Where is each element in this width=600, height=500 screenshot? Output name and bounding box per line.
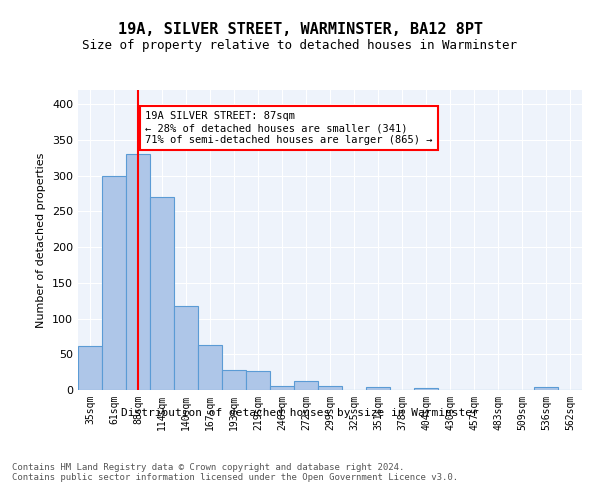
Text: Contains HM Land Registry data © Crown copyright and database right 2024.
Contai: Contains HM Land Registry data © Crown c…	[12, 462, 458, 482]
Bar	[246, 372, 270, 390]
Bar	[222, 370, 246, 390]
Bar	[318, 386, 342, 390]
Bar	[78, 346, 102, 390]
Bar	[270, 386, 294, 390]
Bar	[102, 176, 126, 390]
Bar	[126, 154, 150, 390]
Bar	[198, 345, 222, 390]
Bar	[294, 382, 318, 390]
Bar	[174, 306, 198, 390]
Text: 19A, SILVER STREET, WARMINSTER, BA12 8PT: 19A, SILVER STREET, WARMINSTER, BA12 8PT	[118, 22, 482, 38]
Bar	[150, 197, 174, 390]
Text: 19A SILVER STREET: 87sqm
← 28% of detached houses are smaller (341)
71% of semi-: 19A SILVER STREET: 87sqm ← 28% of detach…	[145, 112, 433, 144]
Y-axis label: Number of detached properties: Number of detached properties	[37, 152, 46, 328]
Text: Distribution of detached houses by size in Warminster: Distribution of detached houses by size …	[121, 408, 479, 418]
Text: Size of property relative to detached houses in Warminster: Size of property relative to detached ho…	[83, 39, 517, 52]
Bar	[366, 387, 390, 390]
Bar	[414, 388, 438, 390]
Bar	[534, 387, 558, 390]
